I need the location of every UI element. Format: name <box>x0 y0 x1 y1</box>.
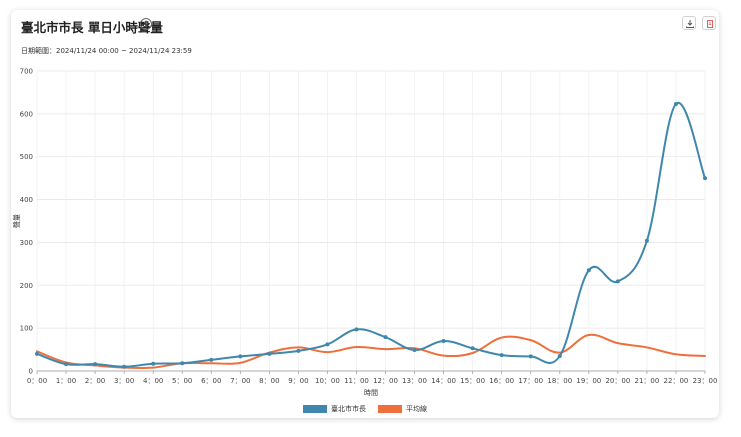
x-tick-label: 2：00 <box>85 377 105 385</box>
legend-label: 平均線 <box>406 405 427 413</box>
chart-legend: 臺北市市長 平均線 <box>11 404 719 414</box>
data-point <box>615 279 620 284</box>
x-tick-label: 14：00 <box>431 377 456 385</box>
chart-title: 臺北市市長 單日小時聲量 <box>21 20 163 35</box>
data-point <box>586 268 591 273</box>
x-axis-title: 時間 <box>364 389 378 397</box>
x-tick-label: 21：00 <box>634 377 659 385</box>
legend-item[interactable]: 臺北市市長 <box>303 404 366 414</box>
data-point <box>93 362 98 367</box>
export-button[interactable] <box>702 16 716 30</box>
x-tick-label: 9：00 <box>288 377 308 385</box>
legend-swatch <box>303 405 327 413</box>
x-tick-label: 7：00 <box>230 377 250 385</box>
x-tick-label: 13：00 <box>402 377 427 385</box>
series-line <box>36 333 706 370</box>
data-point <box>470 346 475 351</box>
date-range: 日期範圍：2024/11/24 00:00 ~ 2024/11/24 23:59 <box>21 47 192 55</box>
data-point <box>267 351 272 356</box>
download-button[interactable] <box>682 16 696 30</box>
y-tick-label: 0 <box>29 368 33 376</box>
data-point <box>499 353 504 358</box>
data-point <box>180 361 185 366</box>
data-point <box>209 357 214 362</box>
legend-swatch <box>378 405 402 413</box>
x-tick-label: 4：00 <box>143 377 163 385</box>
data-point <box>122 364 127 369</box>
x-tick-label: 5：00 <box>172 377 192 385</box>
y-tick-label: 400 <box>20 196 33 204</box>
data-point <box>557 354 562 358</box>
y-tick-label: 700 <box>20 68 33 76</box>
data-point <box>238 354 243 359</box>
x-tick-label: 19：00 <box>576 377 601 385</box>
x-tick-label: 20：00 <box>605 377 630 385</box>
x-tick-label: 11：00 <box>344 377 369 385</box>
x-tick-label: 12：00 <box>373 377 398 385</box>
x-tick-label: 16：00 <box>489 377 514 385</box>
series-line <box>36 101 706 368</box>
data-point <box>325 342 330 347</box>
x-tick-label: 1：00 <box>56 377 76 385</box>
line-chart: 0 100 200 300 400 500 600 700 0：00 1：00 2：00 3：00 4：… <box>12 68 718 398</box>
x-tick-label: 22：00 <box>664 377 689 385</box>
x-tick-label: 8：00 <box>259 377 279 385</box>
download-icon <box>686 20 694 28</box>
data-point <box>528 354 533 359</box>
x-tick-label: 10：00 <box>315 377 340 385</box>
data-point <box>412 348 417 352</box>
legend-item[interactable]: 平均線 <box>378 404 427 414</box>
x-tick-label: 23：00 <box>693 377 718 385</box>
y-tick-label: 600 <box>20 110 33 118</box>
data-point <box>673 102 678 106</box>
info-icon[interactable]: i <box>140 18 152 30</box>
data-point <box>383 335 388 340</box>
data-point <box>703 176 707 181</box>
data-point <box>151 361 156 366</box>
y-tick-label: 200 <box>20 282 33 290</box>
data-point <box>35 351 39 356</box>
x-tick-label: 18：00 <box>547 377 572 385</box>
data-point <box>64 362 69 367</box>
y-axis-title: 聲量 <box>12 214 21 228</box>
x-tick-label: 6：00 <box>201 377 221 385</box>
data-point <box>644 238 649 243</box>
x-tick-label: 15：00 <box>460 377 485 385</box>
export-icon <box>707 20 713 28</box>
legend-label: 臺北市市長 <box>331 405 366 413</box>
x-tick-label: 3：00 <box>114 377 134 385</box>
chart-card: 臺北市市長 單日小時聲量 i 日期範圍：2024/11/24 00:00 ~ 2… <box>11 10 719 418</box>
y-tick-label: 100 <box>20 325 33 333</box>
x-tick-label: 0：00 <box>27 377 47 385</box>
y-tick-label: 300 <box>20 239 33 247</box>
x-tick-label: 17：00 <box>518 377 543 385</box>
y-tick-label: 500 <box>20 153 33 161</box>
data-point <box>296 348 301 353</box>
data-point <box>441 339 446 343</box>
data-point <box>354 327 359 332</box>
